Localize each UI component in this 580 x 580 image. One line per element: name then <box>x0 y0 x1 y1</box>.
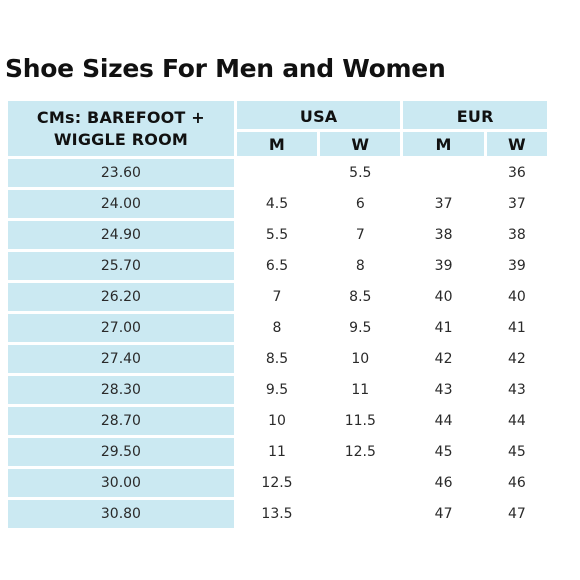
header-eur-w: W <box>486 132 547 156</box>
cm-cell: 24.00 <box>8 190 234 218</box>
cm-cell: 30.80 <box>8 500 234 528</box>
cm-cell: 30.00 <box>8 469 234 497</box>
eur-w-cell: 37 <box>486 190 547 218</box>
eur-w-cell: 45 <box>486 438 547 466</box>
cm-cell: 28.30 <box>8 376 234 404</box>
table-row: 30.80 13.5 47 47 <box>8 500 547 528</box>
usa-w-cell: 12.5 <box>320 438 401 466</box>
cm-cell: 26.20 <box>8 283 234 311</box>
usa-m-cell: 5.5 <box>236 221 318 249</box>
table-row: 25.70 6.5 8 39 39 <box>8 252 547 280</box>
eur-w-cell: 43 <box>486 376 547 404</box>
eur-m-cell <box>403 159 484 187</box>
usa-m-cell: 9.5 <box>236 376 318 404</box>
usa-m-cell: 11 <box>236 438 318 466</box>
eur-m-cell: 40 <box>403 283 484 311</box>
usa-m-cell: 4.5 <box>236 190 318 218</box>
eur-w-cell: 39 <box>486 252 547 280</box>
eur-w-cell: 40 <box>486 283 547 311</box>
usa-m-cell: 8.5 <box>236 345 318 373</box>
eur-w-cell: 46 <box>486 469 547 497</box>
cm-cell: 23.60 <box>8 159 234 187</box>
eur-w-cell: 38 <box>486 221 547 249</box>
cm-cell: 27.40 <box>8 345 234 373</box>
header-cm-line2: WIGGLE ROOM <box>53 129 189 149</box>
cm-cell: 28.70 <box>8 407 234 435</box>
shoe-size-table: CMs: BAREFOOT + WIGGLE ROOM USA EUR M W … <box>5 98 550 531</box>
eur-m-cell: 47 <box>403 500 484 528</box>
cm-cell: 25.70 <box>8 252 234 280</box>
usa-m-cell: 8 <box>236 314 318 342</box>
table-row: 26.20 7 8.5 40 40 <box>8 283 547 311</box>
header-usa: USA <box>236 101 401 129</box>
header-usa-w: W <box>320 132 401 156</box>
usa-m-cell: 6.5 <box>236 252 318 280</box>
eur-m-cell: 38 <box>403 221 484 249</box>
header-usa-m: M <box>236 132 318 156</box>
usa-w-cell: 9.5 <box>320 314 401 342</box>
cm-cell: 29.50 <box>8 438 234 466</box>
eur-m-cell: 39 <box>403 252 484 280</box>
header-cm-line1: CMs: BAREFOOT + <box>36 107 205 127</box>
table-row: 27.40 8.5 10 42 42 <box>8 345 547 373</box>
usa-w-cell: 11.5 <box>320 407 401 435</box>
table-row: 24.00 4.5 6 37 37 <box>8 190 547 218</box>
table-row: 23.60 5.5 36 <box>8 159 547 187</box>
table-row: 27.00 8 9.5 41 41 <box>8 314 547 342</box>
usa-m-cell: 13.5 <box>236 500 318 528</box>
eur-w-cell: 41 <box>486 314 547 342</box>
table-row: 28.70 10 11.5 44 44 <box>8 407 547 435</box>
usa-w-cell: 8.5 <box>320 283 401 311</box>
table-row: 29.50 11 12.5 45 45 <box>8 438 547 466</box>
eur-m-cell: 41 <box>403 314 484 342</box>
cm-cell: 27.00 <box>8 314 234 342</box>
usa-w-cell: 7 <box>320 221 401 249</box>
usa-m-cell: 7 <box>236 283 318 311</box>
eur-m-cell: 44 <box>403 407 484 435</box>
table-row: 28.30 9.5 11 43 43 <box>8 376 547 404</box>
usa-w-cell: 8 <box>320 252 401 280</box>
usa-w-cell <box>320 500 401 528</box>
eur-w-cell: 47 <box>486 500 547 528</box>
table-row: 30.00 12.5 46 46 <box>8 469 547 497</box>
eur-w-cell: 44 <box>486 407 547 435</box>
page-title: Shoe Sizes For Men and Women <box>5 54 446 83</box>
eur-w-cell: 36 <box>486 159 547 187</box>
usa-w-cell: 11 <box>320 376 401 404</box>
cm-cell: 24.90 <box>8 221 234 249</box>
table-body: 23.60 5.5 36 24.00 4.5 6 37 37 24.90 5.5 7 38 38 25.7… <box>8 159 547 528</box>
usa-w-cell <box>320 469 401 497</box>
usa-m-cell <box>236 159 318 187</box>
eur-m-cell: 45 <box>403 438 484 466</box>
eur-m-cell: 37 <box>403 190 484 218</box>
usa-w-cell: 10 <box>320 345 401 373</box>
header-cm: CMs: BAREFOOT + WIGGLE ROOM <box>8 101 234 156</box>
usa-m-cell: 12.5 <box>236 469 318 497</box>
usa-m-cell: 10 <box>236 407 318 435</box>
header-eur-m: M <box>403 132 484 156</box>
usa-w-cell: 6 <box>320 190 401 218</box>
header-eur: EUR <box>403 101 547 129</box>
eur-m-cell: 43 <box>403 376 484 404</box>
usa-w-cell: 5.5 <box>320 159 401 187</box>
eur-w-cell: 42 <box>486 345 547 373</box>
table-row: 24.90 5.5 7 38 38 <box>8 221 547 249</box>
eur-m-cell: 46 <box>403 469 484 497</box>
eur-m-cell: 42 <box>403 345 484 373</box>
